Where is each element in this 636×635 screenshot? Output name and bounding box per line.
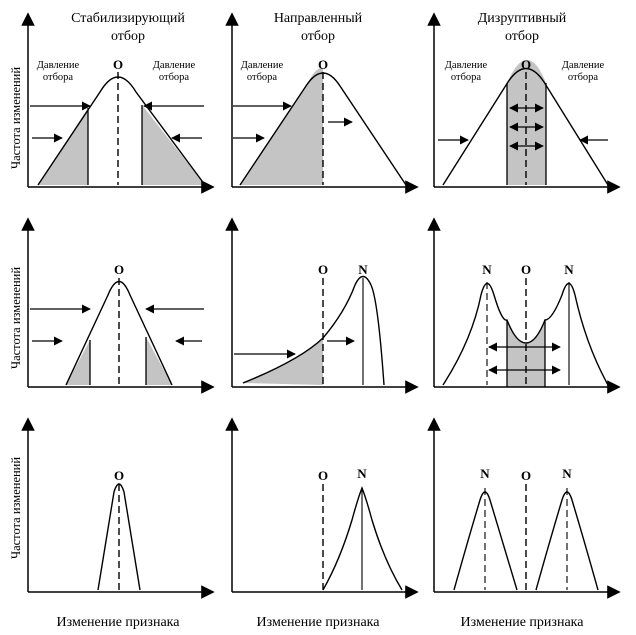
selected-area-right (142, 105, 205, 185)
panel-disruptive-row1: O Давление отбора Давление отбора (427, 12, 621, 194)
pressure-label-right-1: Давление (153, 60, 196, 71)
panel-stabilizing-row2: O (21, 217, 215, 394)
marker-new-right: N (564, 262, 574, 277)
marker-new-left: N (482, 262, 492, 277)
pressure-label-right-2: отбора (159, 72, 190, 83)
marker-original: O (113, 57, 123, 72)
marker-original: O (114, 468, 124, 483)
marker-original: O (318, 262, 328, 277)
selected-area (507, 320, 545, 387)
x-axis-label-col2: Изменение признака (257, 615, 381, 630)
distribution-curve-right (535, 491, 599, 591)
y-axis-label-row3: Частота изменений (9, 457, 23, 559)
selected-area-right (146, 337, 172, 385)
column-title-stabilizing-2: отбор (111, 29, 145, 44)
panel-directional-row2: O N (225, 217, 419, 394)
panel-stabilizing-row1: O Давление отбора Давление отбора (21, 12, 215, 194)
marker-original: O (521, 57, 531, 72)
panel-disruptive-row2: N O N (427, 217, 621, 394)
x-axis-label-col3: Изменение признака (461, 615, 585, 630)
column-title-directional-1: Направленный (274, 11, 363, 26)
panel-directional-row1: O Давление отбора (225, 12, 419, 194)
y-axis-label-row2: Частота изменений (9, 267, 23, 369)
pressure-label-right-1: Давление (562, 60, 605, 71)
column-title-disruptive-1: Дизруптивный (478, 11, 567, 26)
marker-original: O (521, 468, 531, 483)
marker-original: O (318, 57, 328, 72)
pressure-label-2: отбора (247, 72, 278, 83)
column-title-directional-2: отбор (301, 29, 335, 44)
marker-new-left: N (480, 466, 490, 481)
marker-new: N (357, 466, 367, 481)
distribution-curve-left (453, 491, 518, 591)
panel-disruptive-row3: N O N (427, 417, 621, 599)
marker-new-right: N (562, 466, 572, 481)
marker-original: O (114, 262, 124, 277)
panel-directional-row3: O N (225, 417, 419, 599)
column-title-stabilizing-1: Стабилизирующий (71, 11, 185, 26)
pressure-label-left-2: отбора (43, 72, 74, 83)
selected-area-fill (240, 67, 323, 185)
pressure-label-1: Давление (241, 60, 284, 71)
pressure-label-right-2: отбора (568, 72, 599, 83)
distribution-curve (442, 67, 609, 186)
column-title-disruptive-2: отбор (505, 29, 539, 44)
marker-original: O (318, 468, 328, 483)
pressure-label-left-1: Давление (37, 60, 80, 71)
distribution-curve (242, 275, 385, 386)
panel-stabilizing-row3: O (21, 417, 215, 599)
x-axis-label-col1: Изменение признака (57, 615, 181, 630)
selected-area (243, 338, 323, 385)
marker-new: N (358, 262, 368, 277)
marker-original: O (521, 262, 531, 277)
pressure-label-left-1: Давление (445, 60, 488, 71)
y-axis-label-row1: Частота изменений (9, 67, 23, 169)
pressure-label-left-2: отбора (451, 72, 482, 83)
